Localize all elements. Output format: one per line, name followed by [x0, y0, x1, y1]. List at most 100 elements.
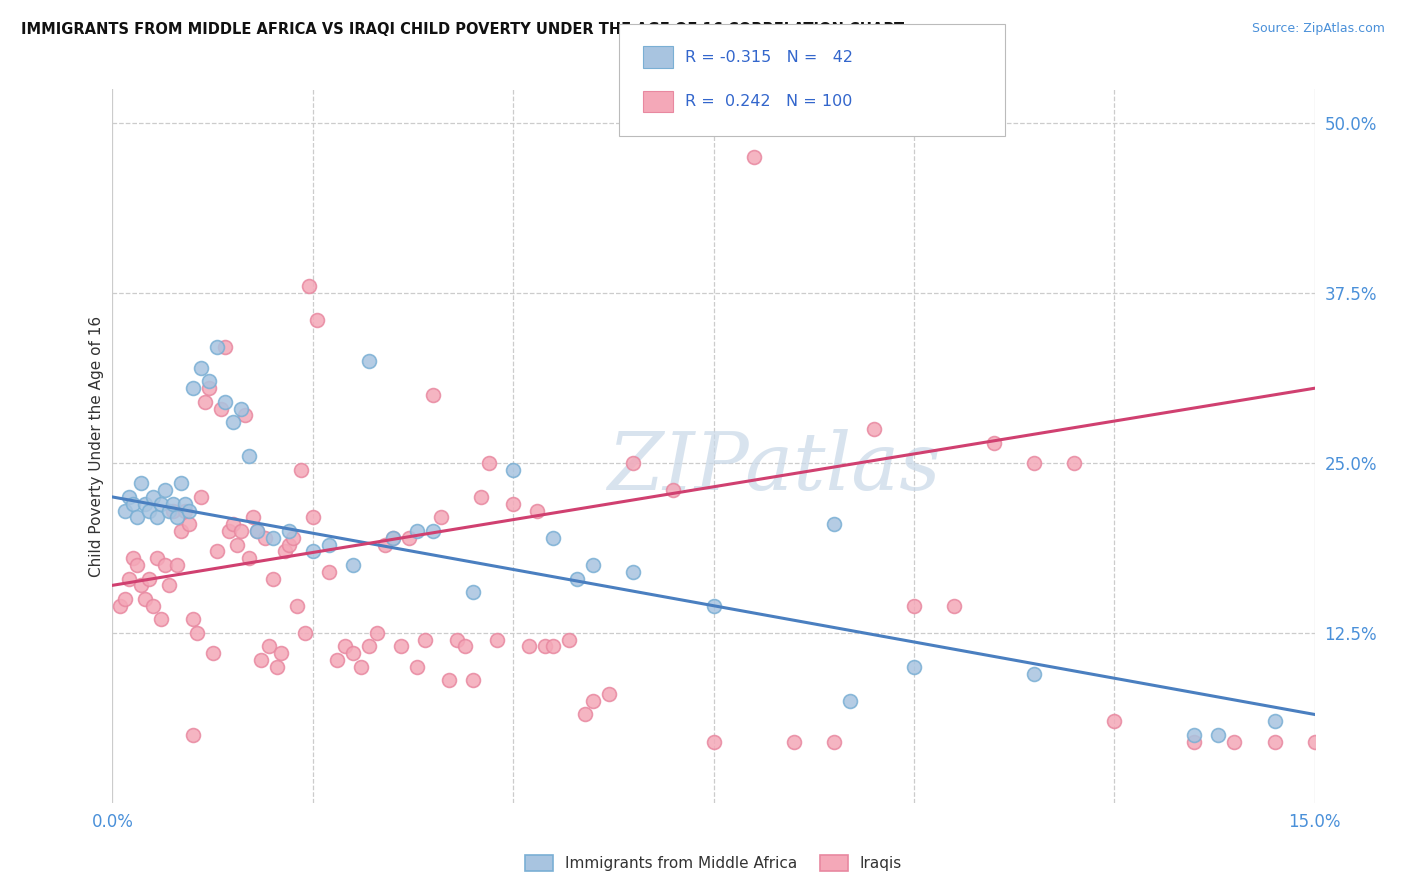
Point	[422, 388, 444, 402]
Point	[285, 599, 308, 613]
Point	[197, 375, 219, 389]
Point	[262, 572, 284, 586]
Point	[218, 524, 240, 538]
Point	[246, 524, 269, 538]
Point	[229, 524, 252, 538]
Point	[301, 544, 323, 558]
Point	[238, 449, 260, 463]
Point	[582, 558, 605, 572]
Point	[374, 537, 396, 551]
Point	[114, 591, 136, 606]
Point	[461, 585, 484, 599]
Point	[1223, 734, 1246, 748]
Point	[782, 734, 804, 748]
Point	[342, 646, 364, 660]
Point	[1184, 728, 1206, 742]
Point	[162, 503, 184, 517]
Point	[173, 503, 195, 517]
Text: ZIPatlas: ZIPatlas	[607, 429, 941, 506]
Point	[149, 612, 172, 626]
Point	[125, 558, 148, 572]
Point	[157, 578, 180, 592]
Point	[1022, 666, 1045, 681]
Point	[567, 572, 589, 586]
Point	[257, 640, 280, 654]
Point	[430, 510, 453, 524]
Point	[526, 503, 548, 517]
Point	[145, 551, 167, 566]
Point	[983, 435, 1005, 450]
Point	[326, 653, 349, 667]
Text: IMMIGRANTS FROM MIDDLE AFRICA VS IRAQI CHILD POVERTY UNDER THE AGE OF 16 CORRELA: IMMIGRANTS FROM MIDDLE AFRICA VS IRAQI C…	[21, 22, 904, 37]
Point	[209, 401, 232, 416]
Point	[117, 490, 139, 504]
Point	[222, 415, 245, 429]
Point	[266, 660, 288, 674]
Point	[181, 612, 204, 626]
Point	[110, 599, 132, 613]
Point	[134, 497, 156, 511]
Point	[366, 626, 388, 640]
Point	[238, 551, 260, 566]
Point	[454, 640, 477, 654]
Point	[942, 599, 965, 613]
Point	[357, 354, 380, 368]
Point	[117, 572, 139, 586]
Point	[406, 524, 429, 538]
Point	[1063, 456, 1085, 470]
Point	[121, 551, 143, 566]
Point	[350, 660, 373, 674]
Point	[543, 531, 565, 545]
Point	[290, 463, 312, 477]
Point	[114, 503, 136, 517]
Point	[177, 517, 200, 532]
Point	[381, 531, 405, 545]
Point	[194, 394, 217, 409]
Point	[1102, 714, 1125, 729]
Point	[470, 490, 492, 504]
Point	[305, 313, 328, 327]
Point	[262, 531, 284, 545]
Point	[177, 503, 200, 517]
Point	[298, 279, 321, 293]
Legend: Immigrants from Middle Africa, Iraqis: Immigrants from Middle Africa, Iraqis	[519, 849, 908, 877]
Point	[149, 497, 172, 511]
Point	[1208, 728, 1230, 742]
Point	[903, 599, 925, 613]
Point	[277, 537, 299, 551]
Point	[598, 687, 620, 701]
Point	[233, 409, 256, 423]
Point	[153, 558, 176, 572]
Point	[214, 394, 236, 409]
Point	[582, 694, 605, 708]
Point	[446, 632, 468, 647]
Point	[422, 524, 444, 538]
Point	[249, 653, 271, 667]
Point	[574, 707, 596, 722]
Point	[294, 626, 316, 640]
Point	[381, 531, 405, 545]
Point	[181, 381, 204, 395]
Text: R = -0.315   N =   42: R = -0.315 N = 42	[685, 50, 852, 64]
Point	[357, 640, 380, 654]
Point	[301, 510, 323, 524]
Point	[190, 490, 212, 504]
Point	[903, 660, 925, 674]
Point	[838, 694, 860, 708]
Point	[1264, 734, 1286, 748]
Point	[169, 476, 191, 491]
Point	[274, 544, 297, 558]
Point	[121, 497, 143, 511]
Point	[318, 565, 340, 579]
Point	[253, 531, 276, 545]
Point	[222, 517, 245, 532]
Point	[129, 476, 152, 491]
Point	[502, 463, 524, 477]
Point	[162, 497, 184, 511]
Point	[702, 599, 725, 613]
Point	[543, 640, 565, 654]
Point	[141, 490, 163, 504]
Point	[702, 734, 725, 748]
Point	[281, 531, 304, 545]
Point	[502, 497, 524, 511]
